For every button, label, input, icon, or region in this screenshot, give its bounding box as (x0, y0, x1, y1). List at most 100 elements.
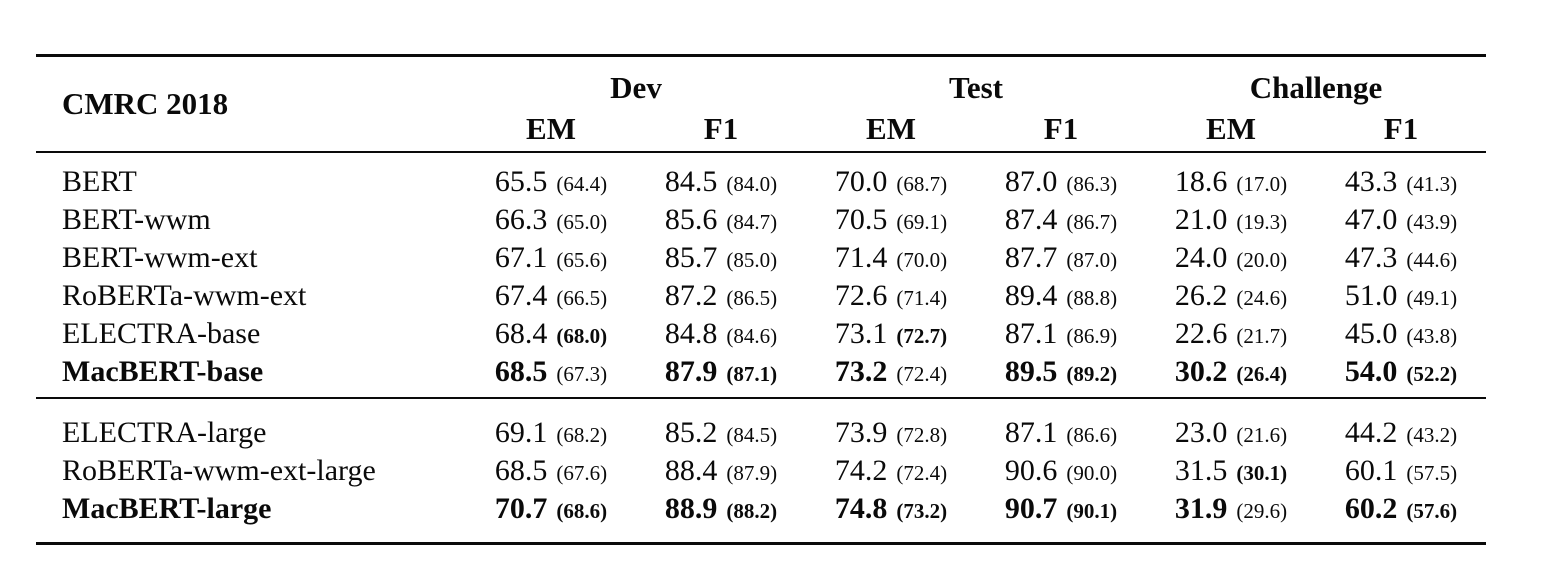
model-name: BERT (62, 165, 137, 198)
table-row: BERT 65.5 (64.4) 84.5 (84.0) 70.0 (68.7) 87… (36, 163, 1486, 201)
metric-paren: (87.1) (726, 362, 778, 386)
metric-value: 60.1 (1344, 454, 1398, 487)
metric-value: 84.5 (664, 165, 718, 198)
metric-value: 31.9 (1174, 492, 1228, 525)
metric-paren: (20.0) (1236, 248, 1288, 272)
metric-value: 67.1 (494, 241, 548, 274)
metric-value: 85.2 (664, 416, 718, 449)
metric-cell: 90.6 (90.0) (976, 454, 1146, 488)
metric-paren: (86.7) (1066, 210, 1118, 234)
metric-cell: 87.7 (87.0) (976, 241, 1146, 275)
metric-paren: (67.6) (556, 461, 608, 485)
metric-cell: 74.8 (73.2) (806, 492, 976, 526)
model-name: RoBERTa-wwm-ext (62, 279, 307, 312)
metric-cell: 31.5 (30.1) (1146, 454, 1316, 488)
metric-paren: (70.0) (896, 248, 948, 272)
metric-paren: (89.2) (1066, 362, 1118, 386)
metric-paren: (72.4) (896, 362, 948, 386)
metric-value: 26.2 (1174, 279, 1228, 312)
subheader-test-em: EM (866, 111, 916, 146)
table-row: BERT-wwm-ext 67.1 (65.6) 85.7 (85.0) 71.4 (… (36, 239, 1486, 277)
metric-cell: 68.4 (68.0) (466, 317, 636, 351)
metric-cell: 69.1 (68.2) (466, 416, 636, 450)
metric-value: 68.5 (494, 355, 548, 388)
metric-paren: (87.0) (1066, 248, 1118, 272)
model-name: MacBERT-large (62, 492, 272, 525)
metric-value: 18.6 (1174, 165, 1228, 198)
metric-paren: (71.4) (896, 286, 948, 310)
metric-value: 87.2 (664, 279, 718, 312)
metric-cell: 84.5 (84.0) (636, 165, 806, 199)
metric-cell: 68.5 (67.6) (466, 454, 636, 488)
metric-paren: (44.6) (1406, 248, 1458, 272)
metric-cell: 44.2 (43.2) (1316, 416, 1486, 450)
metric-paren: (17.0) (1236, 172, 1288, 196)
metric-value: 67.4 (494, 279, 548, 312)
results-table: CMRC 2018 Dev Test Challenge EM F1 EM F1… (36, 54, 1486, 545)
metric-value: 89.5 (1004, 355, 1058, 388)
metric-value: 43.3 (1344, 165, 1398, 198)
metric-cell: 73.2 (72.4) (806, 355, 976, 389)
model-name: ELECTRA-large (62, 416, 267, 449)
metric-cell: 85.2 (84.5) (636, 416, 806, 450)
metric-paren: (69.1) (896, 210, 948, 234)
metric-cell: 87.1 (86.9) (976, 317, 1146, 351)
metric-paren: (86.6) (1066, 423, 1118, 447)
header-rule (36, 151, 1486, 153)
metric-cell: 70.5 (69.1) (806, 203, 976, 237)
metric-value: 23.0 (1174, 416, 1228, 449)
metric-cell: 70.7 (68.6) (466, 492, 636, 526)
column-group-dev: Dev (610, 70, 662, 105)
metric-cell: 87.9 (87.1) (636, 355, 806, 389)
metric-paren: (87.9) (726, 461, 778, 485)
metric-value: 22.6 (1174, 317, 1228, 350)
metric-value: 73.2 (834, 355, 888, 388)
metric-cell: 89.5 (89.2) (976, 355, 1146, 389)
metric-cell: 23.0 (21.6) (1146, 416, 1316, 450)
metric-value: 90.6 (1004, 454, 1058, 487)
metric-paren: (88.2) (726, 499, 778, 523)
metric-paren: (68.0) (556, 324, 608, 348)
model-name: BERT-wwm (62, 203, 211, 236)
metric-value: 73.1 (834, 317, 888, 350)
metric-cell: 87.2 (86.5) (636, 279, 806, 313)
metric-paren: (84.5) (726, 423, 778, 447)
base-models-section: BERT 65.5 (64.4) 84.5 (84.0) 70.0 (68.7) 87… (36, 153, 1486, 397)
metric-cell: 45.0 (43.8) (1316, 317, 1486, 351)
metric-cell: 72.6 (71.4) (806, 279, 976, 313)
table-row: MacBERT-large 70.7 (68.6) 88.9 (88.2) 74.8… (36, 490, 1486, 528)
metric-value: 72.6 (834, 279, 888, 312)
metric-value: 87.9 (664, 355, 718, 388)
metric-cell: 88.9 (88.2) (636, 492, 806, 526)
metric-paren: (57.6) (1406, 499, 1458, 523)
metric-cell: 70.0 (68.7) (806, 165, 976, 199)
metric-cell: 51.0 (49.1) (1316, 279, 1486, 313)
metric-paren: (68.7) (896, 172, 948, 196)
metric-value: 89.4 (1004, 279, 1058, 312)
metric-value: 87.1 (1004, 317, 1058, 350)
section-divider-rule (36, 397, 1486, 399)
metric-cell: 67.1 (65.6) (466, 241, 636, 275)
metric-cell: 85.7 (85.0) (636, 241, 806, 275)
metric-paren: (30.1) (1236, 461, 1288, 485)
metric-cell: 89.4 (88.8) (976, 279, 1146, 313)
metric-value: 87.4 (1004, 203, 1058, 236)
metric-paren: (66.5) (556, 286, 608, 310)
metric-value: 65.5 (494, 165, 548, 198)
metric-paren: (86.5) (726, 286, 778, 310)
metric-cell: 54.0 (52.2) (1316, 355, 1486, 389)
metric-paren: (86.9) (1066, 324, 1118, 348)
metric-value: 24.0 (1174, 241, 1228, 274)
metric-value: 21.0 (1174, 203, 1228, 236)
metric-cell: 30.2 (26.4) (1146, 355, 1316, 389)
metric-paren: (65.6) (556, 248, 608, 272)
column-group-challenge: Challenge (1249, 70, 1383, 105)
metric-value: 44.2 (1344, 416, 1398, 449)
metric-cell: 88.4 (87.9) (636, 454, 806, 488)
metric-paren: (68.2) (556, 423, 608, 447)
metric-paren: (64.4) (556, 172, 608, 196)
metric-value: 47.0 (1344, 203, 1398, 236)
table-row: RoBERTa-wwm-ext 67.4 (66.5) 87.2 (86.5) 72… (36, 277, 1486, 315)
metric-value: 71.4 (834, 241, 888, 274)
